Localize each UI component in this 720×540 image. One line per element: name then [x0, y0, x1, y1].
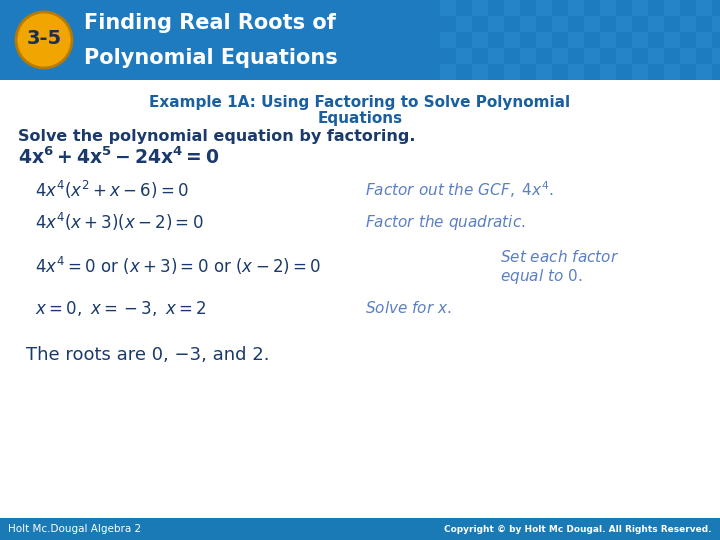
Bar [488, 16, 504, 32]
Bar [712, 16, 720, 32]
Bar [0, 518, 720, 540]
Text: Holt Mc.Dougal Algebra 2: Holt Mc.Dougal Algebra 2 [8, 524, 141, 534]
Bar [568, 32, 584, 48]
Text: Equations: Equations [318, 111, 402, 125]
Text: Polynomial Equations: Polynomial Equations [84, 48, 338, 68]
Bar [600, 32, 616, 48]
Bar [696, 0, 712, 16]
Bar [472, 64, 488, 80]
Bar [632, 32, 648, 48]
Text: Copyright © by Holt Mc Dougal. All Rights Reserved.: Copyright © by Holt Mc Dougal. All Right… [444, 524, 712, 534]
Bar [648, 48, 664, 64]
Bar [696, 32, 712, 48]
Bar [440, 64, 456, 80]
Text: $x = 0,\ x = -3,\ x = 2$: $x = 0,\ x = -3,\ x = 2$ [35, 299, 207, 318]
Bar [520, 16, 536, 32]
Text: 3-5: 3-5 [27, 30, 62, 49]
Text: Example 1A: Using Factoring to Solve Polynomial: Example 1A: Using Factoring to Solve Pol… [150, 94, 570, 110]
Bar [536, 32, 552, 48]
Text: $\mathbf{4x^6 + 4x^5 - 24x^4 = 0}$: $\mathbf{4x^6 + 4x^5 - 24x^4 = 0}$ [18, 146, 220, 168]
Bar [600, 64, 616, 80]
Text: $4x^4(x^2 + x - 6) = 0$: $4x^4(x^2 + x - 6) = 0$ [35, 179, 189, 201]
Bar [472, 32, 488, 48]
Bar [696, 64, 712, 80]
Text: Solve the polynomial equation by factoring.: Solve the polynomial equation by factori… [18, 129, 415, 144]
Text: $4x^4 = 0\ \mathrm{or}\ (x + 3) = 0\ \mathrm{or}\ (x - 2) = 0$: $4x^4 = 0\ \mathrm{or}\ (x + 3) = 0\ \ma… [35, 255, 321, 277]
Bar [440, 32, 456, 48]
Bar [520, 48, 536, 64]
Bar [472, 0, 488, 16]
Bar [632, 64, 648, 80]
Bar [456, 48, 472, 64]
Bar [568, 64, 584, 80]
Text: $\mathit{Solve\ for\ x.}$: $\mathit{Solve\ for\ x.}$ [365, 300, 452, 316]
Bar [680, 16, 696, 32]
Bar [536, 0, 552, 16]
Bar [584, 16, 600, 32]
Bar [504, 32, 520, 48]
Bar [616, 16, 632, 32]
Text: $\mathit{Factor\ out\ the\ GCF,\ 4x^4.}$: $\mathit{Factor\ out\ the\ GCF,\ 4x^4.}$ [365, 180, 554, 200]
Bar [712, 48, 720, 64]
Text: $\mathit{equal\ to\ 0.}$: $\mathit{equal\ to\ 0.}$ [500, 267, 582, 286]
Bar [568, 0, 584, 16]
Bar [600, 0, 616, 16]
Text: The roots are 0, −3, and 2.: The roots are 0, −3, and 2. [26, 346, 269, 364]
Bar [616, 48, 632, 64]
Text: $4x^4(x + 3)(x - 2) = 0$: $4x^4(x + 3)(x - 2) = 0$ [35, 211, 204, 233]
Bar [456, 16, 472, 32]
Bar [552, 16, 568, 32]
Bar [488, 48, 504, 64]
Bar [632, 0, 648, 16]
Bar [440, 0, 456, 16]
Circle shape [16, 12, 72, 68]
Bar [680, 48, 696, 64]
Bar [648, 16, 664, 32]
Bar [584, 48, 600, 64]
Text: $\mathit{Set\ each\ factor}$: $\mathit{Set\ each\ factor}$ [500, 249, 619, 265]
Bar [664, 0, 680, 16]
Text: Finding Real Roots of: Finding Real Roots of [84, 13, 336, 33]
Bar [536, 64, 552, 80]
Bar [504, 0, 520, 16]
Bar [0, 0, 720, 80]
Bar [504, 64, 520, 80]
Bar [664, 32, 680, 48]
Bar [664, 64, 680, 80]
Bar [552, 48, 568, 64]
Text: $\mathit{Factor\ the\ quadratic.}$: $\mathit{Factor\ the\ quadratic.}$ [365, 213, 526, 232]
